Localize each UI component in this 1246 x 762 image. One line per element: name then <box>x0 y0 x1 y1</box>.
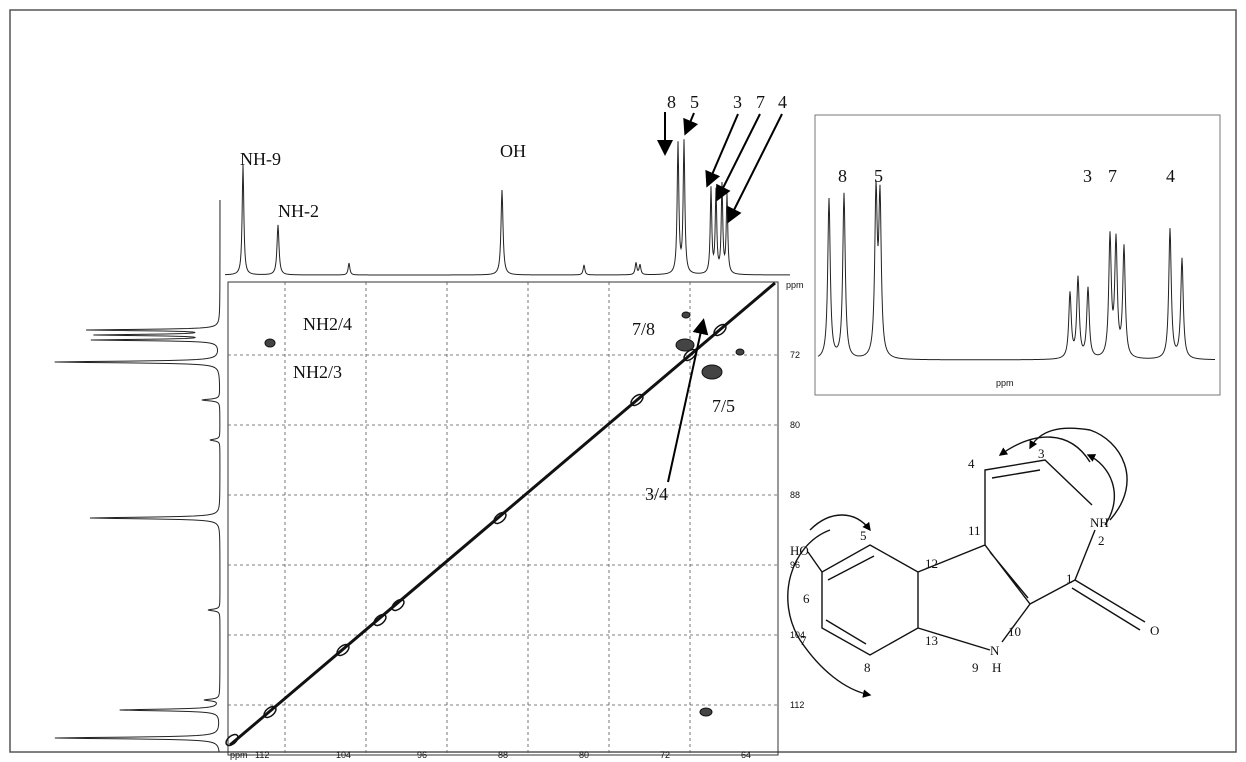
peak-label: NH-9 <box>240 149 281 169</box>
atom: H <box>992 660 1001 675</box>
atom: NH <box>1090 515 1109 530</box>
inset-label: 3 <box>1083 166 1092 186</box>
cross-peak <box>735 348 745 356</box>
peak-label: NH-2 <box>278 201 319 221</box>
x-tick-label: 104 <box>336 750 351 760</box>
y-tick-label: 72 <box>790 350 800 360</box>
cross-peak <box>336 643 350 657</box>
cross-peak <box>263 705 277 719</box>
peak-label: 8 <box>667 92 676 112</box>
cross-peak-label: 7/5 <box>712 396 735 416</box>
peak-label: 4 <box>778 92 787 112</box>
cross-peak <box>493 511 507 525</box>
cross-peak <box>675 338 695 352</box>
peak-label: 3 <box>733 92 742 112</box>
peak-label: 7 <box>756 92 765 112</box>
cross-peak <box>713 323 727 337</box>
cross-peak <box>701 364 723 380</box>
inset-label: 4 <box>1166 166 1175 186</box>
atom: 8 <box>864 660 871 675</box>
atom: 13 <box>925 633 938 648</box>
coupling-arrow <box>998 436 1091 463</box>
cross-peak <box>630 393 644 407</box>
atom: 4 <box>968 456 975 471</box>
grid <box>228 282 778 755</box>
y-tick-label: 88 <box>790 490 800 500</box>
cross-peak <box>225 733 239 747</box>
y-tick-label: 112 <box>790 700 804 710</box>
inset-label: 5 <box>874 166 883 186</box>
cross-peak <box>699 707 713 717</box>
x-tick-label: 72 <box>660 750 670 760</box>
molecule <box>787 427 1146 698</box>
atom: HO <box>790 543 809 558</box>
peak-label: 5 <box>690 92 699 112</box>
atom: 6 <box>803 591 810 606</box>
left-spectrum <box>54 200 221 753</box>
inset-axis-label: ppm <box>996 378 1014 388</box>
axis-unit: ppm <box>230 750 248 760</box>
atom: 2 <box>1098 533 1105 548</box>
x-tick-label: 88 <box>498 750 508 760</box>
top-spectrum <box>224 139 791 276</box>
cross-peak-label: 7/8 <box>632 319 655 339</box>
coupling-arrow <box>809 514 871 532</box>
coupling-arrow <box>1086 454 1116 526</box>
inset-label: 8 <box>838 166 847 186</box>
atom: 3 <box>1038 446 1045 461</box>
atom: N <box>990 643 1000 658</box>
y-tick-label: 80 <box>790 420 800 430</box>
cross-peak <box>683 348 697 362</box>
atom: O <box>1150 623 1159 638</box>
diagonal-line <box>229 281 776 747</box>
x-tick-label: 64 <box>741 750 751 760</box>
y-tick-label: 104 <box>790 630 805 640</box>
diagonal <box>225 281 776 747</box>
frame <box>9 9 1237 753</box>
atom: 5 <box>860 528 867 543</box>
arrow <box>716 113 761 202</box>
arrow <box>667 318 709 483</box>
inset-frame <box>814 114 1221 396</box>
arrow <box>727 113 783 224</box>
atom: 11 <box>968 523 981 538</box>
x-tick-label: 112 <box>255 750 269 760</box>
cross-peak <box>264 338 276 348</box>
cross-peak-label: NH2/3 <box>293 362 342 382</box>
cross-peak <box>391 598 405 612</box>
x-tick-label: 80 <box>579 750 589 760</box>
atom: 7 <box>800 633 807 648</box>
atom: 10 <box>1008 624 1021 639</box>
atom: 12 <box>925 556 938 571</box>
arrow <box>705 113 739 188</box>
inset-label: 7 <box>1108 166 1117 186</box>
cross-peak <box>373 613 387 627</box>
cross-peak-label: NH2/4 <box>303 314 352 334</box>
y-tick-label: 96 <box>790 560 800 570</box>
plot-frame <box>227 281 779 756</box>
cross-peak-label: 3/4 <box>645 484 668 504</box>
coupling-arrow <box>1029 427 1128 521</box>
arrow <box>683 112 699 136</box>
bonds <box>807 459 1146 656</box>
atom: 9 <box>972 660 979 675</box>
cross-peak <box>681 311 691 319</box>
axis-unit: ppm <box>786 280 804 290</box>
peak-label: OH <box>500 141 526 161</box>
inset-spectrum <box>817 180 1216 361</box>
atom: 1 <box>1066 571 1073 586</box>
coupling-arrow <box>787 529 872 698</box>
x-tick-label: 96 <box>417 750 427 760</box>
